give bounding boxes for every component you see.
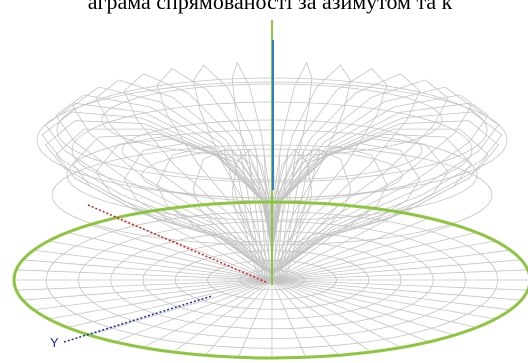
- mesh-line: [232, 63, 272, 275]
- mesh-line: [23, 280, 272, 300]
- mesh-line: [272, 280, 454, 335]
- mesh-line: [272, 225, 454, 280]
- mesh-line: [272, 280, 521, 300]
- mesh-line: [205, 280, 272, 355]
- mesh-line: [272, 280, 339, 355]
- mesh-line: [272, 280, 495, 319]
- mesh-line: [23, 260, 272, 280]
- pattern-figure: аграма спрямованості за азимутом та к Y: [0, 0, 528, 363]
- caption: аграма спрямованості за азимутом та к: [88, 0, 453, 14]
- mesh-line: [49, 280, 272, 319]
- mesh-line: [143, 280, 272, 348]
- page: {"caption": "аграма спрямованості за ази…: [0, 0, 528, 363]
- mesh-line: [90, 280, 272, 335]
- axis-label: Y: [50, 335, 59, 350]
- mesh-line: [272, 260, 521, 280]
- mesh-line: [49, 241, 272, 280]
- mesh-line: [272, 63, 312, 275]
- mesh-line: [272, 280, 401, 348]
- mesh-line: [272, 241, 495, 280]
- mesh-line: [90, 225, 272, 280]
